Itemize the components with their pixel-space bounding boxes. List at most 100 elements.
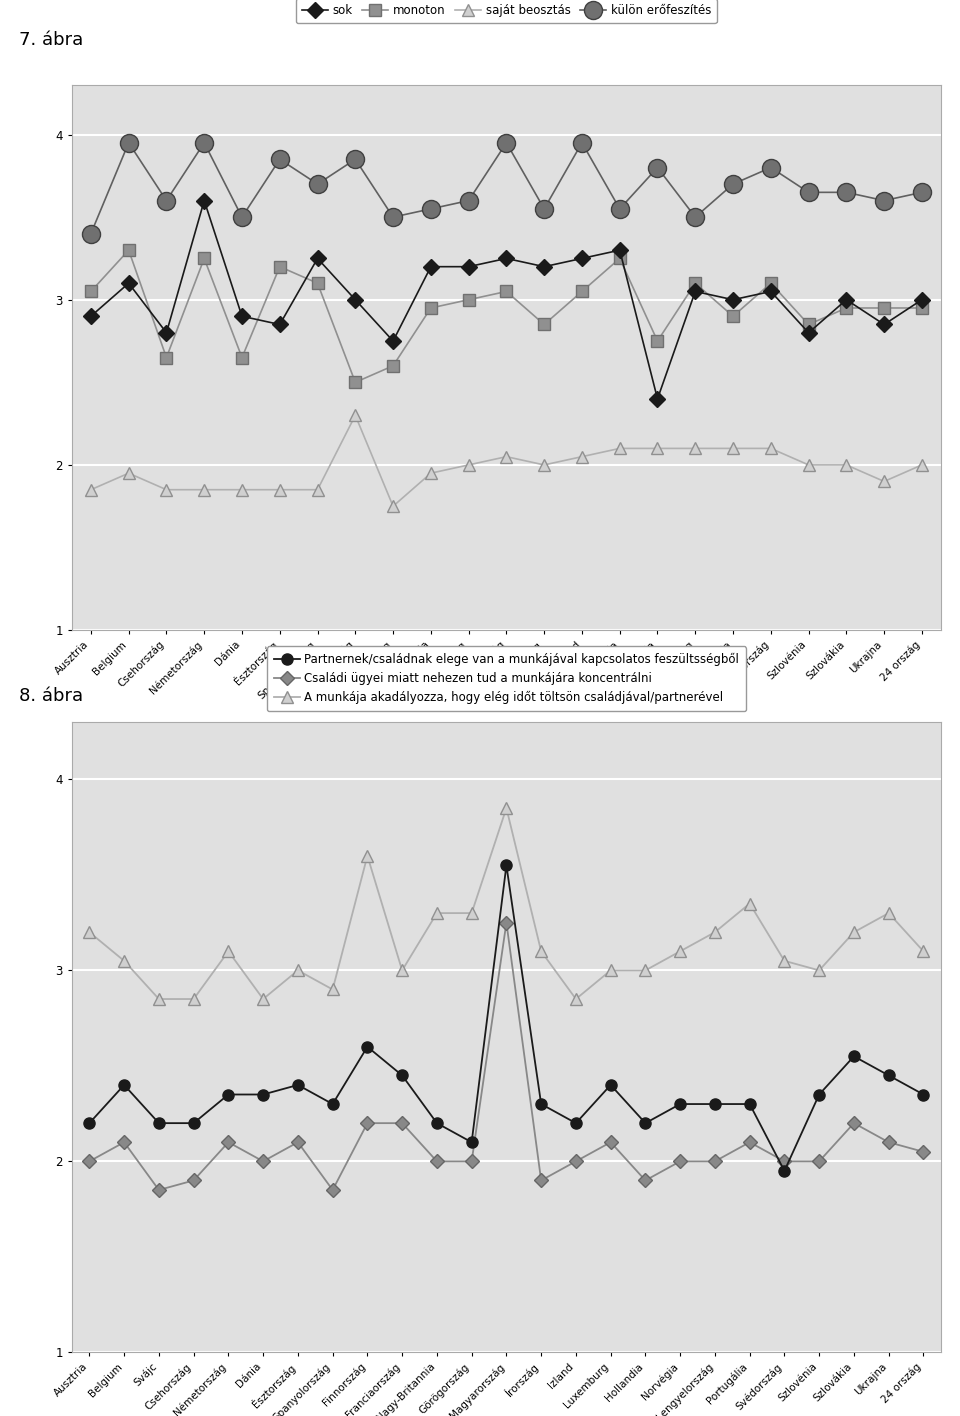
A munkája akadályozza, hogy elég időt töltsön családjával/partnerével [188, 991, 200, 1008]
külön erőfeszítés [652, 159, 663, 176]
Title: Munka és család harmonizációs problémák: Munka és család harmonizációs problémák [290, 691, 723, 709]
sok [614, 242, 626, 259]
Partnernek/családnak elege van a munkájával kapcsolatos feszültsségből [396, 1066, 408, 1083]
Legend: Partnernek/családnak elege van a munkájával kapcsolatos feszültsségből, Családi : Partnernek/családnak elege van a munkájá… [267, 646, 746, 711]
saját beosztás [501, 447, 513, 464]
Partnernek/családnak elege van a munkájával kapcsolatos feszültsségből [118, 1076, 130, 1093]
Partnernek/családnak elege van a munkájával kapcsolatos feszültsségből [153, 1114, 165, 1131]
monoton [728, 307, 739, 324]
saját beosztás [349, 406, 361, 423]
monoton [803, 316, 814, 333]
Családi ügyei miatt nehezen tud a munkájára koncentrálni [466, 1153, 477, 1170]
Partnernek/családnak elege van a munkájával kapcsolatos feszültsségből [362, 1038, 373, 1055]
A munkája akadályozza, hogy elég időt töltsön családjával/partnerével [362, 847, 373, 864]
külön erőfeszítés [878, 193, 890, 210]
külön erőfeszítés [689, 208, 701, 225]
A munkája akadályozza, hogy elég időt töltsön családjával/partnerével [501, 800, 513, 817]
monoton [236, 348, 248, 365]
külön erőfeszítés [765, 159, 777, 176]
A munkája akadályozza, hogy elég időt töltsön családjával/partnerével [849, 923, 860, 940]
Partnernek/családnak elege van a munkájával kapcsolatos feszültsségből [605, 1076, 616, 1093]
Családi ügyei miatt nehezen tud a munkájára koncentrálni [362, 1114, 373, 1131]
sok [803, 324, 814, 341]
saját beosztás [123, 464, 134, 481]
Családi ügyei miatt nehezen tud a munkájára koncentrálni [779, 1153, 790, 1170]
Családi ügyei miatt nehezen tud a munkájára koncentrálni [396, 1114, 408, 1131]
külön erőfeszítés [728, 176, 739, 193]
Családi ügyei miatt nehezen tud a munkájára koncentrálni [744, 1134, 756, 1151]
monoton [652, 333, 663, 350]
Családi ügyei miatt nehezen tud a munkájára koncentrálni [709, 1153, 721, 1170]
sok [576, 249, 588, 266]
sok [312, 249, 324, 266]
Családi ügyei miatt nehezen tud a munkájára koncentrálni [883, 1134, 895, 1151]
A munkája akadályozza, hogy elég időt töltsön családjával/partnerével [223, 943, 234, 960]
Partnernek/családnak elege van a munkájával kapcsolatos feszültsségből [674, 1096, 685, 1113]
Családi ügyei miatt nehezen tud a munkájára koncentrálni [257, 1153, 269, 1170]
A munkája akadályozza, hogy elég időt töltsön családjával/partnerével [779, 953, 790, 970]
sok [425, 258, 437, 275]
Line: Partnernek/családnak elege van a munkájával kapcsolatos feszültsségből: Partnernek/családnak elege van a munkájá… [84, 860, 929, 1177]
Családi ügyei miatt nehezen tud a munkájára koncentrálni [813, 1153, 825, 1170]
külön erőfeszítés [841, 184, 852, 201]
monoton [274, 258, 285, 275]
Line: monoton: monoton [84, 244, 928, 388]
monoton [85, 283, 97, 300]
A munkája akadályozza, hogy elég időt töltsön családjával/partnerével [883, 905, 895, 922]
saját beosztás [765, 440, 777, 457]
sok [349, 292, 361, 309]
Családi ügyei miatt nehezen tud a munkájára koncentrálni [84, 1153, 95, 1170]
Partnernek/családnak elege van a munkájával kapcsolatos feszültsségből [744, 1096, 756, 1113]
Partnernek/családnak elege van a munkájával kapcsolatos feszültsségből [918, 1086, 929, 1103]
Legend: sok, monoton, saját beosztás, külön erőfeszítés: sok, monoton, saját beosztás, külön erőf… [296, 0, 717, 23]
Line: sok: sok [85, 195, 927, 405]
A munkája akadályozza, hogy elég időt töltsön családjával/partnerével [605, 961, 616, 978]
saját beosztás [576, 447, 588, 464]
Partnernek/családnak elege van a munkájával kapcsolatos feszültsségből [466, 1134, 477, 1151]
külön erőfeszítés [85, 225, 97, 242]
monoton [878, 299, 890, 316]
sok [916, 292, 927, 309]
A munkája akadályozza, hogy elég időt töltsön családjával/partnerével [709, 923, 721, 940]
saját beosztás [199, 481, 210, 498]
sok [878, 316, 890, 333]
külön erőfeszítés [425, 200, 437, 217]
Családi ügyei miatt nehezen tud a munkájára koncentrálni [570, 1153, 582, 1170]
saját beosztás [689, 440, 701, 457]
sok [652, 391, 663, 408]
Családi ügyei miatt nehezen tud a munkájára koncentrálni [674, 1153, 685, 1170]
saját beosztás [916, 456, 927, 473]
A munkája akadályozza, hogy elég időt töltsön családjával/partnerével [918, 943, 929, 960]
Partnernek/családnak elege van a munkájával kapcsolatos feszültsségből [570, 1114, 582, 1131]
monoton [539, 316, 550, 333]
sok [689, 283, 701, 300]
A munkája akadályozza, hogy elég időt töltsön családjával/partnerével [326, 981, 338, 998]
Partnernek/családnak elege van a munkájával kapcsolatos feszültsségből [257, 1086, 269, 1103]
külön erőfeszítés [312, 176, 324, 193]
Line: A munkája akadályozza, hogy elég időt töltsön családjával/partnerével: A munkája akadályozza, hogy elég időt tö… [84, 803, 929, 1004]
saját beosztás [463, 456, 474, 473]
Partnernek/családnak elege van a munkájával kapcsolatos feszültsségből [709, 1096, 721, 1113]
monoton [425, 299, 437, 316]
külön erőfeszítés [463, 193, 474, 210]
Line: külön erőfeszítés: külön erőfeszítés [82, 133, 931, 242]
monoton [312, 275, 324, 292]
Családi ügyei miatt nehezen tud a munkájára koncentrálni [431, 1153, 443, 1170]
Text: 8. ábra: 8. ábra [19, 687, 84, 705]
külön erőfeszítés [916, 184, 927, 201]
külön erőfeszítés [160, 193, 172, 210]
A munkája akadályozza, hogy elég időt töltsön családjával/partnerével [118, 953, 130, 970]
A munkája akadályozza, hogy elég időt töltsön családjával/partnerével [813, 961, 825, 978]
saját beosztás [160, 481, 172, 498]
Partnernek/családnak elege van a munkájával kapcsolatos feszültsségből [84, 1114, 95, 1131]
monoton [387, 357, 398, 374]
saját beosztás [539, 456, 550, 473]
saját beosztás [652, 440, 663, 457]
Partnernek/családnak elege van a munkájával kapcsolatos feszültsségből [779, 1163, 790, 1180]
monoton [123, 242, 134, 259]
saját beosztás [312, 481, 324, 498]
Családi ügyei miatt nehezen tud a munkájára koncentrálni [326, 1181, 338, 1198]
monoton [463, 292, 474, 309]
Partnernek/családnak elege van a munkájával kapcsolatos feszültsségből [326, 1096, 338, 1113]
sok [123, 275, 134, 292]
